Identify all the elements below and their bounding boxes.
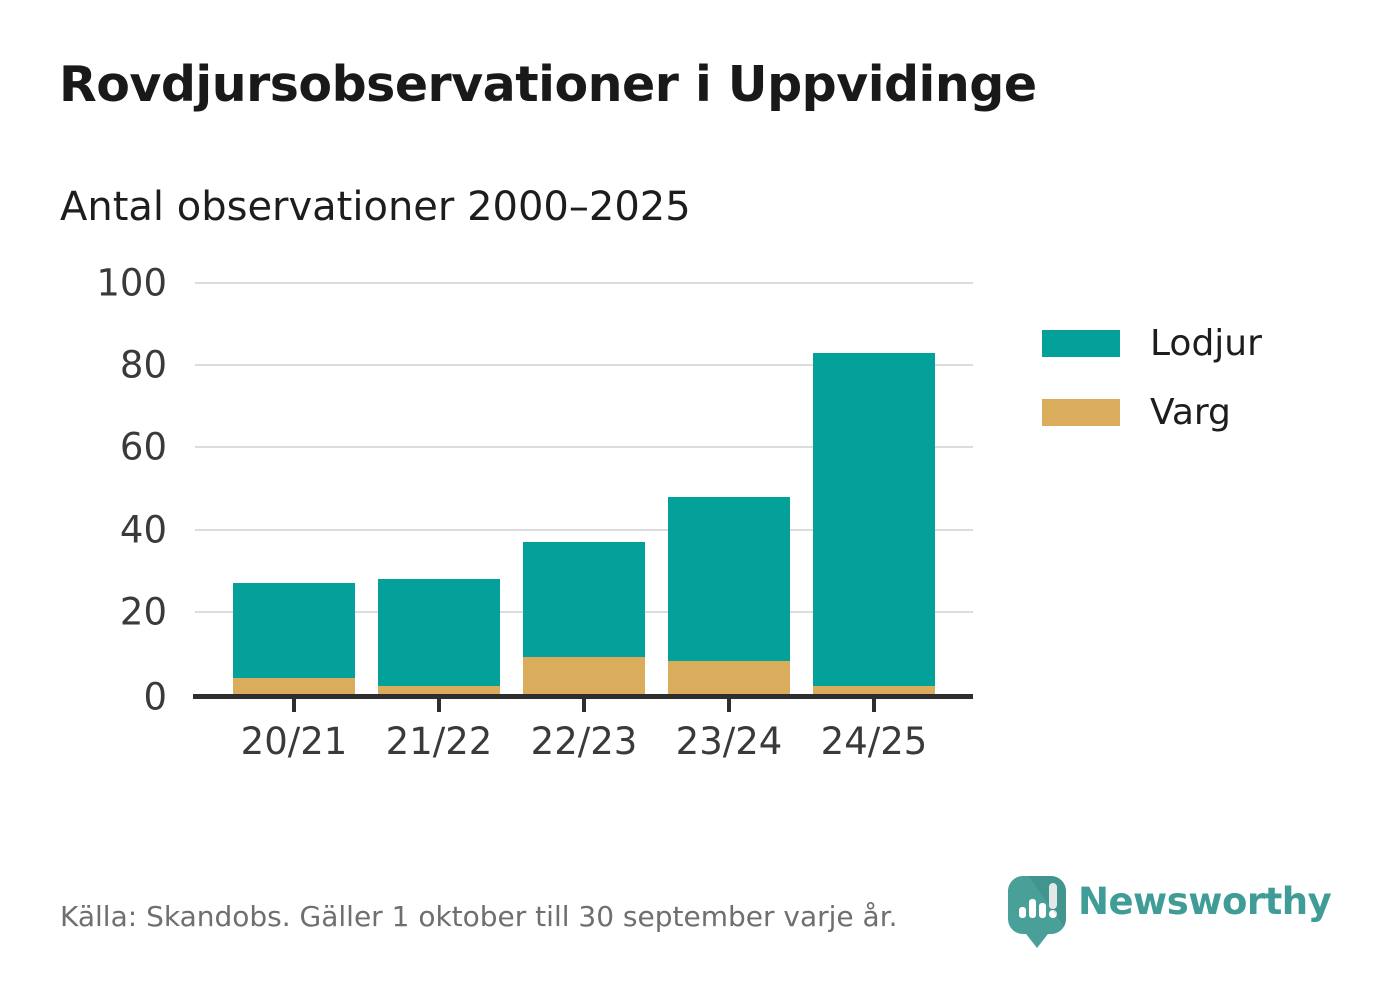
y-axis-tick-label: 80 <box>119 343 167 387</box>
bar-segment-lodjur-24-25 <box>813 352 935 686</box>
newsworthy-bubble-tail-icon <box>1023 930 1051 948</box>
x-axis-tick-label: 24/25 <box>820 720 928 763</box>
legend-label-lodjur: Lodjur <box>1150 323 1262 364</box>
logo-bar-icon <box>1039 903 1046 918</box>
x-axis-tick <box>292 699 296 712</box>
y-axis-tick-label: 60 <box>119 425 167 469</box>
gridline-y-60 <box>195 446 973 449</box>
bar-segment-varg-23-24 <box>668 661 790 694</box>
y-axis-tick-label: 0 <box>143 675 167 719</box>
x-axis-tick <box>582 699 586 712</box>
legend-item-lodjur: Lodjur <box>1042 323 1262 364</box>
x-axis-tick-label: 23/24 <box>675 720 783 763</box>
bar-segment-lodjur-21-22 <box>378 578 500 686</box>
y-axis-tick-label: 20 <box>119 590 167 634</box>
chart-title: Rovdjursobservationer i Uppvidinge <box>59 56 1037 113</box>
x-axis-tick-label: 22/23 <box>530 720 638 763</box>
logo-bar-icon <box>1029 899 1036 918</box>
x-axis-line <box>193 694 973 699</box>
bar-segment-lodjur-22-23 <box>523 541 645 657</box>
chart-subtitle: Antal observationer 2000–2025 <box>60 184 691 230</box>
varg-swatch <box>1042 399 1120 426</box>
gridline-y-100 <box>195 282 973 284</box>
source-note: Källa: Skandobs. Gäller 1 oktober till 3… <box>60 900 898 933</box>
bar-segment-varg-21-22 <box>378 685 500 694</box>
legend: Lodjur Varg <box>1042 323 1262 461</box>
bar-segment-lodjur-20-21 <box>233 583 355 678</box>
bar-segment-lodjur-23-24 <box>668 496 790 662</box>
x-axis-tick-label: 21/22 <box>385 720 493 763</box>
newsworthy-bubble-icon <box>1008 876 1066 934</box>
bar-segment-varg-20-21 <box>233 677 355 694</box>
y-axis-tick-label: 40 <box>119 508 167 552</box>
logo-bar-icon <box>1019 907 1026 918</box>
x-axis-tick-label: 20/21 <box>240 720 348 763</box>
x-axis-tick <box>872 699 876 712</box>
x-axis-tick <box>727 699 731 712</box>
legend-item-varg: Varg <box>1042 392 1262 433</box>
logo-exclamation-dot-icon <box>1049 910 1057 918</box>
bar-segment-varg-22-23 <box>523 657 645 694</box>
gridline-y-40 <box>195 528 973 531</box>
newsworthy-wordmark: Newsworthy <box>1078 880 1332 923</box>
logo-exclamation-icon <box>1049 883 1057 909</box>
bar-segment-varg-24-25 <box>813 685 935 694</box>
y-axis-tick-label: 100 <box>96 261 167 305</box>
lodjur-swatch <box>1042 330 1120 357</box>
x-axis-tick <box>437 699 441 712</box>
gridline-y-80 <box>195 364 973 367</box>
legend-label-varg: Varg <box>1150 392 1231 433</box>
